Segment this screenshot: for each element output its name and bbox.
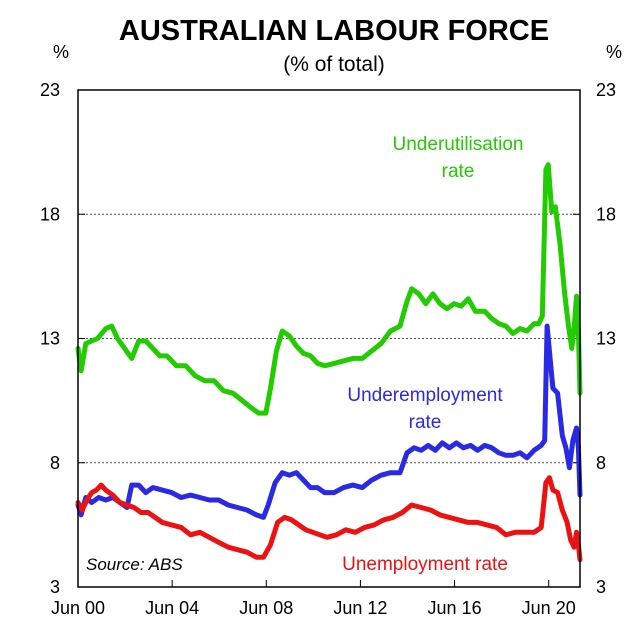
y-tick-label-right: 23 bbox=[596, 80, 616, 100]
unemployment-rate-line bbox=[75, 475, 583, 563]
gridlines bbox=[78, 213, 580, 464]
plot-frame bbox=[77, 89, 581, 588]
x-tick-label: Jun 12 bbox=[333, 598, 387, 618]
y-tick-label-left: 23 bbox=[40, 80, 60, 100]
chart-subtitle: (% of total) bbox=[283, 53, 385, 76]
y-tick-label-right: 18 bbox=[596, 204, 616, 224]
y-tick-label-left: 8 bbox=[50, 453, 60, 473]
y-tick-label-left: 3 bbox=[50, 577, 60, 597]
underutilisation-label-line2: rate bbox=[442, 161, 475, 182]
x-tick-label: Jun 16 bbox=[428, 598, 482, 618]
underemployment-rate-line bbox=[75, 323, 583, 520]
x-tick-label: Jun 00 bbox=[51, 598, 105, 618]
x-tick-label: Jun 20 bbox=[522, 598, 576, 618]
source-note: Source: ABS bbox=[86, 555, 183, 574]
underemployment-label-line1: Underemployment bbox=[347, 385, 503, 406]
x-tick-label: Jun 08 bbox=[239, 598, 293, 618]
y-unit-left: % bbox=[53, 42, 69, 62]
y-unit-right: % bbox=[606, 42, 622, 62]
y-axis-left: 3 8 13 18 23 bbox=[40, 80, 85, 597]
x-axis: Jun 00 Jun 04 Jun 08 Jun 12 Jun 16 Jun 20 bbox=[51, 580, 576, 618]
series-lines bbox=[75, 162, 583, 563]
underemployment-label-line2: rate bbox=[409, 412, 442, 433]
y-tick-label-right: 8 bbox=[596, 453, 606, 473]
underutilisation-rate-line bbox=[75, 162, 583, 416]
y-tick-label-left: 18 bbox=[40, 204, 60, 224]
y-tick-label-right: 13 bbox=[596, 329, 616, 349]
y-axis-right: 3 8 13 18 23 bbox=[573, 80, 616, 597]
x-tick-label: Jun 04 bbox=[145, 598, 199, 618]
y-tick-label-right: 3 bbox=[596, 577, 606, 597]
underutilisation-label-line1: Underutilisation bbox=[393, 134, 524, 155]
unemployment-label: Unemployment rate bbox=[342, 554, 508, 575]
chart-title: AUSTRALIAN LABOUR FORCE bbox=[119, 15, 549, 47]
y-tick-label-left: 13 bbox=[40, 329, 60, 349]
